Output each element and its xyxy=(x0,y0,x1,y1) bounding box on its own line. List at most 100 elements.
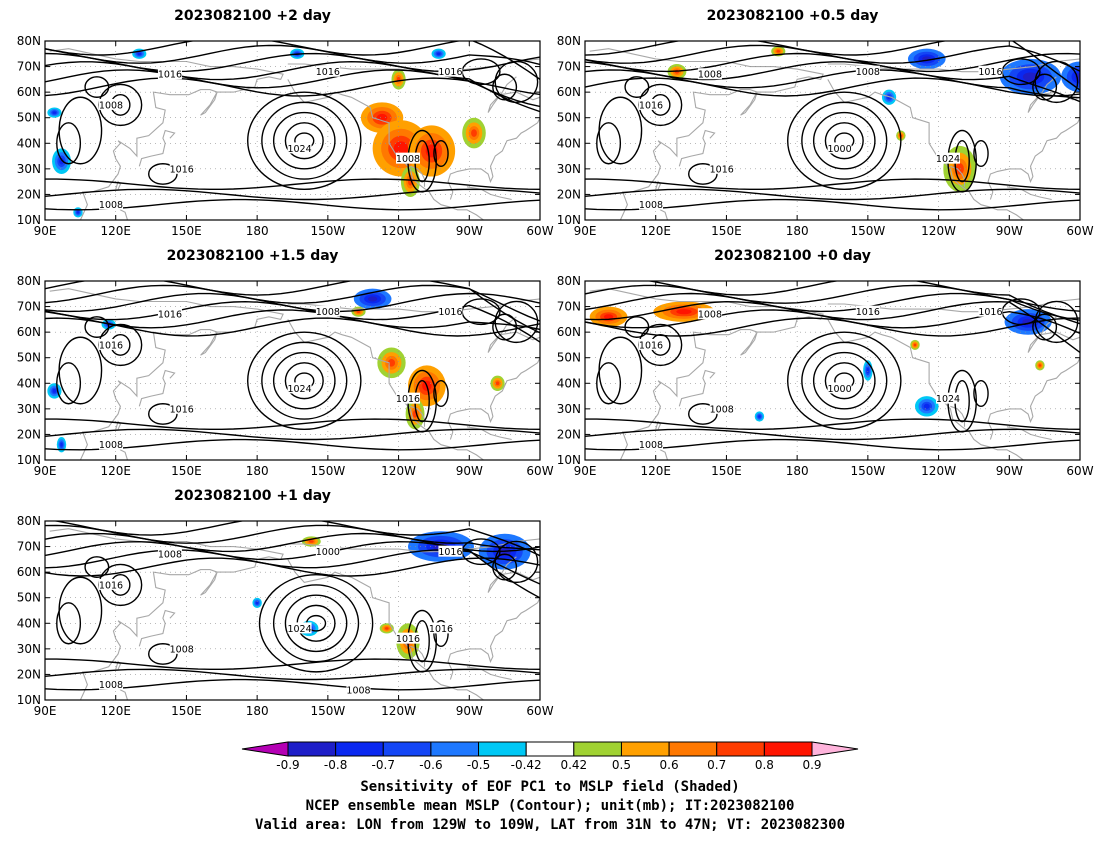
coastline xyxy=(1027,316,1080,353)
pressure-contour xyxy=(261,101,348,180)
negative-sensitivity-area xyxy=(754,411,765,422)
lon-label: 150E xyxy=(171,704,202,718)
positive-sensitivity-area xyxy=(351,306,366,317)
panel-title: 2023082100 +0.5 day xyxy=(707,8,879,24)
colorbar-segment xyxy=(763,741,813,757)
coastline xyxy=(447,117,540,200)
contour-label-bg xyxy=(855,65,880,77)
contour-label-bg xyxy=(697,68,722,80)
lon-label: 120W xyxy=(381,464,416,478)
contour-label-bg xyxy=(287,142,312,154)
pressure-contour xyxy=(45,284,540,322)
pressure-contour xyxy=(433,620,449,648)
contour-label-bg xyxy=(396,392,420,404)
lon-label: 120E xyxy=(640,464,671,478)
contour-label: 1016 xyxy=(639,340,663,351)
pressure-contour xyxy=(45,198,540,211)
contour-label-bg xyxy=(438,545,463,557)
lon-label: 150E xyxy=(711,464,742,478)
contour-label-bg xyxy=(157,68,182,80)
lat-label: 20N xyxy=(17,187,41,201)
lon-label: 90W xyxy=(456,464,483,478)
coastline xyxy=(49,48,284,220)
contour-label-bg xyxy=(169,162,194,174)
negative-sensitivity-area xyxy=(73,207,83,218)
contour-label: 1016 xyxy=(856,307,880,318)
pressure-contour xyxy=(1032,73,1058,101)
pressure-contour xyxy=(585,44,1080,72)
contour-label: 1016 xyxy=(429,624,453,635)
lon-label: 120E xyxy=(100,704,131,718)
pressure-contour xyxy=(45,317,540,337)
pressure-contour xyxy=(824,122,864,160)
pressure-contour xyxy=(1032,313,1058,341)
pressure-contour xyxy=(284,122,324,160)
contour-label: 1008 xyxy=(99,200,123,211)
lon-label: 120W xyxy=(381,224,416,238)
pressure-contour xyxy=(494,60,539,104)
pressure-contour xyxy=(58,336,103,405)
contour-label: 1016 xyxy=(396,634,420,645)
contour-label: 1016 xyxy=(978,307,1002,318)
lat-label: 50N xyxy=(17,591,41,605)
contour-label: 1016 xyxy=(978,67,1002,78)
pressure-contour xyxy=(585,41,1080,91)
lon-label: 90E xyxy=(574,464,597,478)
pressure-contour xyxy=(148,403,178,425)
coastline xyxy=(49,288,284,460)
pressure-contour xyxy=(812,111,876,170)
contour-label-bg xyxy=(157,548,182,560)
contour-label-bg xyxy=(396,152,420,164)
contour-label-bg xyxy=(315,65,340,77)
contour-label: 1016 xyxy=(170,164,194,175)
pressure-contour xyxy=(45,658,540,670)
contour-label: 1008 xyxy=(698,310,722,321)
coastline xyxy=(287,319,484,460)
coastline xyxy=(287,559,484,700)
pressure-contour xyxy=(45,292,540,313)
panel-title: 2023082100 +1 day xyxy=(174,488,331,504)
colorbar-segment xyxy=(716,741,765,757)
pressure-contour xyxy=(492,553,518,581)
pressure-contour xyxy=(45,557,540,577)
contour-label: 1000 xyxy=(827,144,851,155)
pressure-contour xyxy=(596,362,622,405)
contour-label-bg xyxy=(315,545,340,557)
pressure-contour xyxy=(58,96,103,165)
contour-label-bg xyxy=(709,162,734,174)
contour-label: 1008 xyxy=(316,307,340,318)
negative-sensitivity-area xyxy=(252,597,262,608)
pressure-contour xyxy=(585,428,1080,441)
lon-label: 60W xyxy=(526,464,553,478)
caption-line-2: NCEP ensemble mean MSLP (Contour); unit(… xyxy=(306,798,795,814)
pressure-contour xyxy=(585,418,1080,430)
contour-label-bg xyxy=(936,392,960,404)
contour-label: 1016 xyxy=(438,307,462,318)
pressure-contour xyxy=(84,556,110,578)
contour-label-bg xyxy=(99,578,123,590)
pressure-contour xyxy=(45,418,540,430)
lat-label: 10N xyxy=(557,213,581,227)
lon-label: 150E xyxy=(171,464,202,478)
contour-label: 1008 xyxy=(856,67,880,78)
lon-label: 180 xyxy=(786,224,809,238)
pressure-contour xyxy=(45,438,540,451)
pressure-contour xyxy=(585,178,1080,191)
positive-sensitivity-area xyxy=(910,339,920,351)
negative-sensitivity-area xyxy=(52,148,71,174)
colorbar-segment xyxy=(525,741,575,757)
pressure-contour xyxy=(585,188,1080,201)
negative-sensitivity-area xyxy=(431,48,446,59)
coastline xyxy=(987,117,1080,200)
pressure-contour xyxy=(812,351,876,410)
pressure-contour xyxy=(585,317,1080,337)
pressure-contour xyxy=(1034,60,1079,104)
map-frame xyxy=(584,40,1081,221)
lon-label: 150W xyxy=(310,224,345,238)
lat-label: 60N xyxy=(557,325,581,339)
lat-label: 50N xyxy=(557,351,581,365)
lat-label: 70N xyxy=(557,60,581,74)
pressure-contour xyxy=(688,403,718,425)
